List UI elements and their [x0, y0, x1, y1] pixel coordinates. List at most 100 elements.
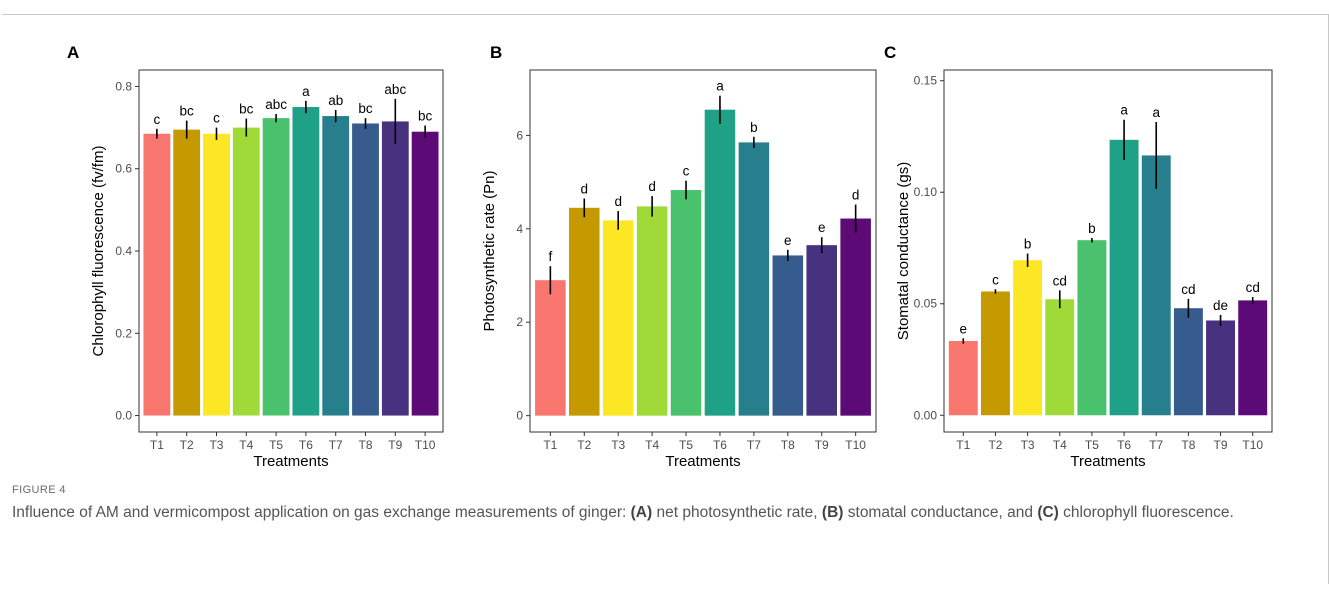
- bar: [1013, 260, 1043, 416]
- x-tick-label: T2: [577, 438, 591, 452]
- bar: [203, 133, 230, 416]
- y-tick-label: 0.15: [914, 74, 938, 88]
- x-tick-label: T9: [388, 438, 402, 452]
- significance-letter: a: [1120, 103, 1128, 118]
- x-tick-label: T4: [239, 438, 253, 452]
- significance-letter: b: [750, 120, 758, 135]
- bar: [738, 142, 770, 416]
- y-axis-title: Photosynthetic rate (Pn): [481, 171, 498, 332]
- bar: [636, 206, 668, 416]
- x-tick-label: T9: [1214, 438, 1228, 452]
- bar: [262, 118, 290, 416]
- y-tick-label: 0.10: [914, 185, 938, 199]
- x-tick-label: T3: [1021, 438, 1035, 452]
- bar: [143, 133, 171, 416]
- x-tick-label: T3: [611, 438, 625, 452]
- significance-letter: cd: [1053, 273, 1067, 288]
- significance-letter: de: [1213, 298, 1228, 313]
- y-axis-title: Stomatal conductance (gs): [895, 162, 912, 340]
- x-tick-label: T1: [543, 438, 557, 452]
- bar: [1077, 240, 1107, 416]
- caption-part: chlorophyll fluorescence.: [1058, 504, 1234, 521]
- caption-part: (B): [821, 504, 844, 521]
- y-tick-label: 0: [516, 409, 523, 423]
- x-tick-label: T10: [845, 438, 866, 452]
- significance-letter: ab: [328, 93, 343, 108]
- significance-letter: cd: [1181, 282, 1195, 297]
- x-axis-title: Treatments: [253, 453, 328, 470]
- caption-part: net photosynthetic rate,: [652, 504, 822, 521]
- x-tick-label: T3: [209, 438, 223, 452]
- panel-letter: C: [884, 43, 896, 62]
- bar: [1173, 308, 1203, 416]
- significance-letter: a: [1152, 105, 1160, 120]
- panel-b-chart: Bf d d d c a b e e d 0 2 4 6 T1 T2 T3 T4 T5 T6 T7 T8 T9 T10 Trea…: [481, 43, 877, 470]
- bar: [1141, 155, 1171, 416]
- x-tick-label: T10: [415, 438, 436, 452]
- bar: [602, 220, 634, 416]
- bar: [704, 109, 736, 416]
- x-tick-label: T9: [815, 438, 829, 452]
- significance-letter: d: [614, 194, 622, 209]
- plot-border: [138, 69, 444, 433]
- bar: [772, 255, 804, 416]
- significance-letter: bc: [358, 101, 373, 116]
- significance-letter: bc: [418, 109, 433, 124]
- significance-letter: abc: [384, 82, 406, 97]
- bar: [322, 116, 350, 416]
- x-tick-label: T8: [1181, 438, 1195, 452]
- y-tick-label: 0.6: [115, 162, 132, 176]
- significance-letter: d: [852, 188, 860, 203]
- significance-letter: abc: [265, 97, 287, 112]
- caption-part: Influence of AM and vermicompost applica…: [12, 504, 631, 521]
- x-tick-label: T8: [359, 438, 373, 452]
- y-tick-label: 0.05: [914, 297, 938, 311]
- bar: [1109, 139, 1139, 416]
- bar: [948, 340, 978, 416]
- y-tick-label: 2: [516, 315, 523, 329]
- y-tick-label: 6: [516, 128, 523, 142]
- caption-text: Influence of AM and vermicompost applica…: [12, 502, 1312, 523]
- y-tick-label: 0.2: [115, 326, 132, 340]
- bar: [1206, 320, 1236, 416]
- significance-letter: e: [784, 233, 792, 248]
- bar: [411, 131, 439, 416]
- figure-caption: FIGURE 4 Influence of AM and vermicompos…: [12, 484, 1312, 523]
- bar: [1238, 300, 1268, 416]
- x-tick-label: T2: [988, 438, 1002, 452]
- significance-letter: cd: [1246, 280, 1260, 295]
- y-tick-label: 0.4: [115, 244, 132, 258]
- bar: [232, 127, 260, 416]
- y-tick-label: 0.8: [115, 79, 132, 93]
- x-tick-label: T6: [713, 438, 727, 452]
- significance-letter: bc: [239, 102, 254, 117]
- bar: [292, 107, 320, 416]
- x-tick-label: T4: [645, 438, 659, 452]
- caption-part: (A): [630, 504, 653, 521]
- bar: [381, 121, 409, 416]
- y-axis-title: Chlorophyll fluorescence (fv/fm): [90, 146, 107, 357]
- significance-letter: c: [992, 272, 999, 287]
- x-tick-label: T6: [299, 438, 313, 452]
- bar: [806, 245, 837, 416]
- x-tick-label: T7: [1149, 438, 1163, 452]
- bar: [1045, 299, 1075, 416]
- bar: [670, 190, 702, 416]
- significance-letter: c: [154, 112, 161, 127]
- x-tick-label: T5: [679, 438, 693, 452]
- panel-letter: A: [67, 43, 79, 62]
- x-axis-title: Treatments: [665, 453, 740, 470]
- significance-letter: e: [960, 321, 968, 336]
- bar: [535, 280, 566, 416]
- y-tick-label: 0.0: [115, 409, 132, 423]
- figure-label: FIGURE 4: [12, 484, 66, 496]
- significance-letter: bc: [180, 104, 195, 119]
- bar: [352, 123, 379, 416]
- caption-part: stomatal conductance, and: [843, 504, 1038, 521]
- significance-letter: a: [716, 79, 724, 94]
- x-axis-title: Treatments: [1070, 453, 1145, 470]
- significance-letter: c: [213, 111, 220, 126]
- significance-letter: e: [818, 220, 826, 235]
